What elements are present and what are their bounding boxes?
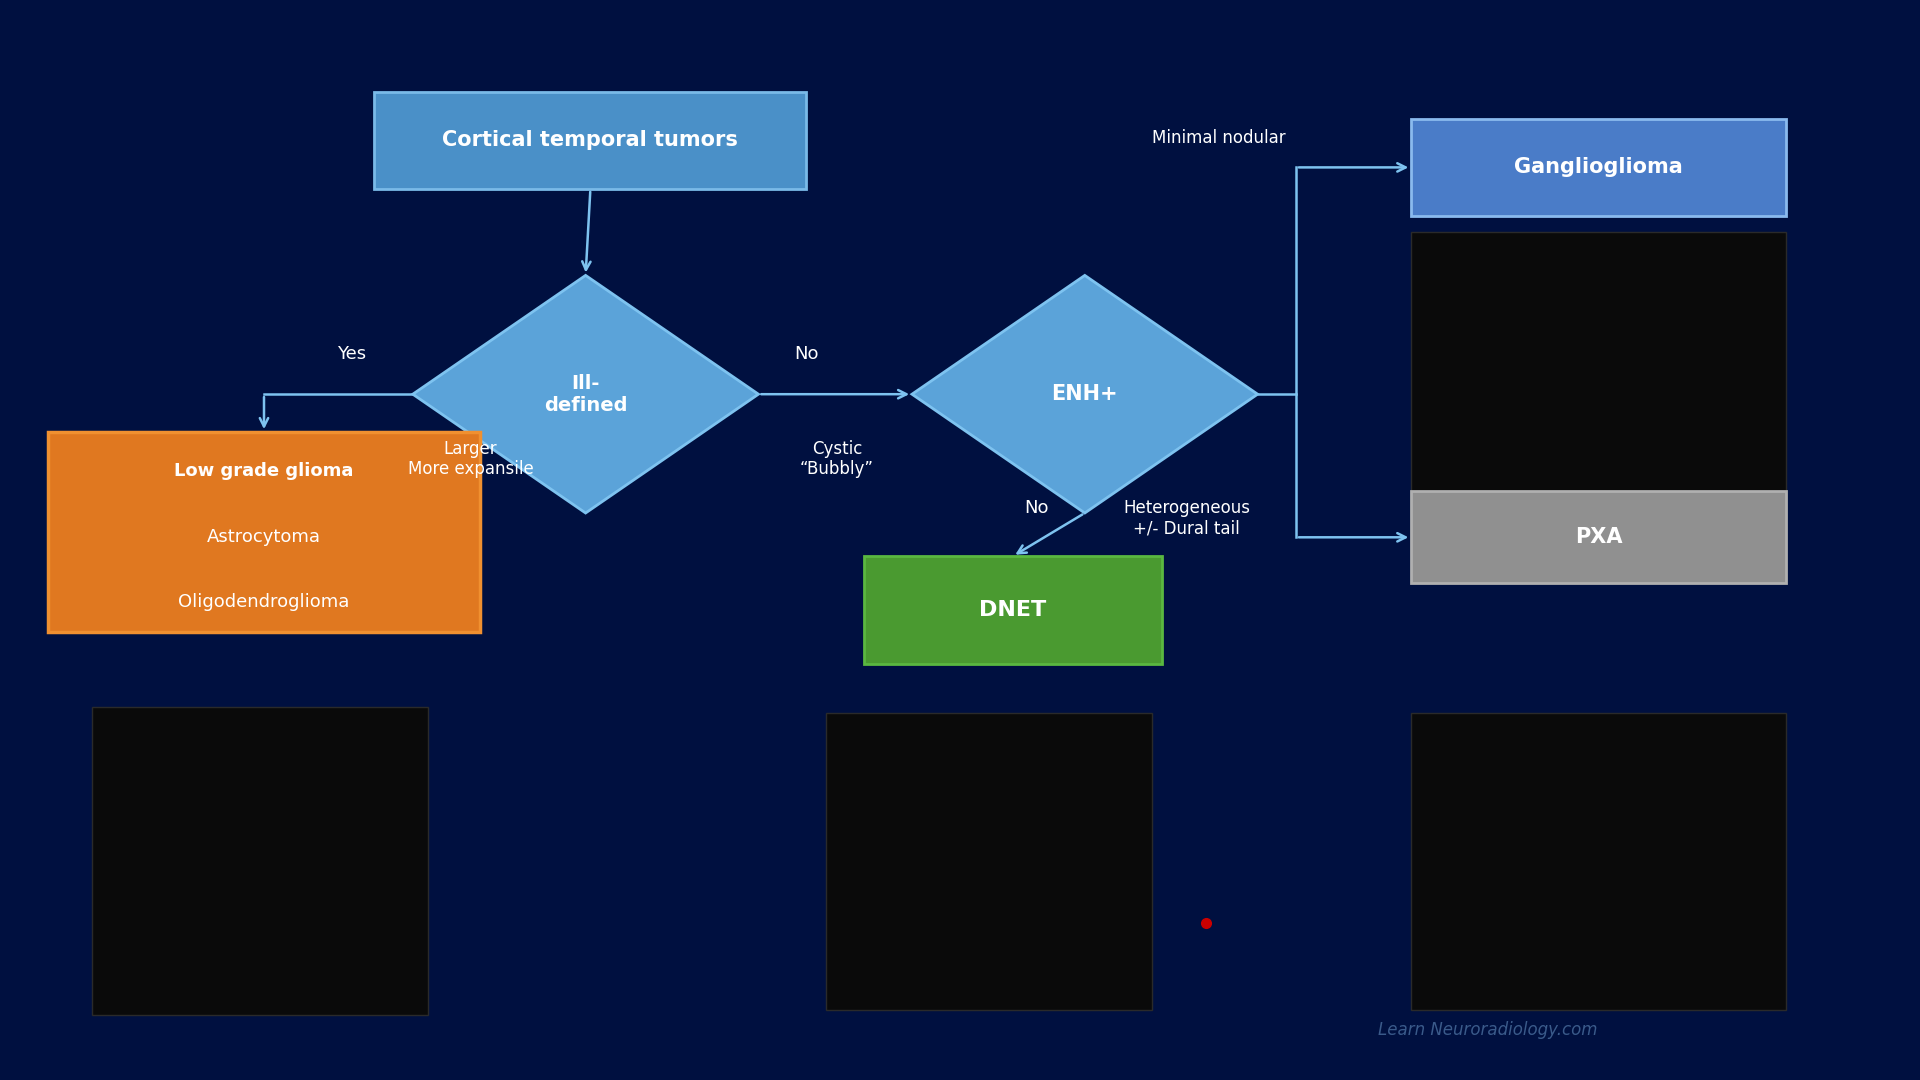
Polygon shape bbox=[912, 275, 1258, 513]
Text: Cystic
“Bubbly”: Cystic “Bubbly” bbox=[801, 440, 874, 478]
Text: Minimal nodular: Minimal nodular bbox=[1152, 130, 1286, 147]
Text: Low grade glioma: Low grade glioma bbox=[175, 462, 353, 481]
FancyBboxPatch shape bbox=[1411, 713, 1786, 1010]
FancyBboxPatch shape bbox=[374, 92, 806, 189]
FancyBboxPatch shape bbox=[826, 713, 1152, 1010]
Text: No: No bbox=[795, 346, 818, 363]
Text: Learn Neuroradiology.com: Learn Neuroradiology.com bbox=[1379, 1021, 1597, 1039]
Text: ENH+: ENH+ bbox=[1052, 384, 1117, 404]
FancyBboxPatch shape bbox=[1411, 119, 1786, 216]
Text: No: No bbox=[1025, 499, 1048, 516]
Text: DNET: DNET bbox=[979, 600, 1046, 620]
Text: Yes: Yes bbox=[336, 346, 367, 363]
FancyBboxPatch shape bbox=[1411, 232, 1786, 518]
FancyBboxPatch shape bbox=[864, 556, 1162, 664]
Text: Larger
More expansile: Larger More expansile bbox=[407, 440, 534, 478]
FancyBboxPatch shape bbox=[1411, 491, 1786, 583]
Text: Heterogeneous
+/- Dural tail: Heterogeneous +/- Dural tail bbox=[1123, 499, 1250, 538]
Text: Astrocytoma: Astrocytoma bbox=[207, 528, 321, 546]
Text: PXA: PXA bbox=[1574, 527, 1622, 548]
Text: Ganglioglioma: Ganglioglioma bbox=[1515, 158, 1682, 177]
Polygon shape bbox=[413, 275, 758, 513]
FancyBboxPatch shape bbox=[92, 707, 428, 1015]
Text: Cortical temporal tumors: Cortical temporal tumors bbox=[442, 131, 739, 150]
Text: Oligodendroglioma: Oligodendroglioma bbox=[179, 593, 349, 611]
FancyBboxPatch shape bbox=[48, 432, 480, 632]
Text: Ill-
defined: Ill- defined bbox=[543, 374, 628, 415]
